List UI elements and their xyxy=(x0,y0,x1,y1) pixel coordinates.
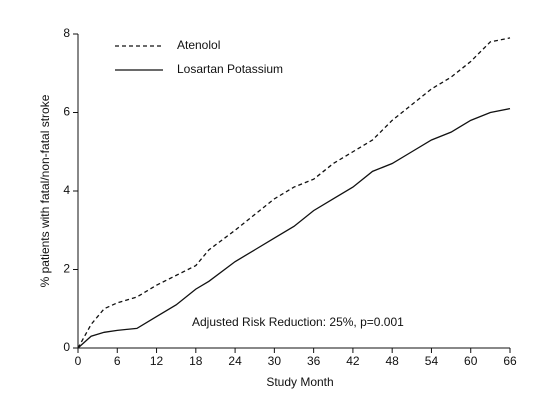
x-tick-label: 18 xyxy=(189,354,203,368)
legend-label: Losartan Potassium xyxy=(177,62,283,76)
y-tick-label: 0 xyxy=(63,340,70,354)
x-tick-label: 54 xyxy=(425,354,439,368)
y-tick-label: 4 xyxy=(63,183,70,197)
x-axis-label: Study Month xyxy=(266,375,333,389)
x-tick-label: 30 xyxy=(268,354,282,368)
y-tick-label: 6 xyxy=(63,105,70,119)
x-tick-label: 6 xyxy=(114,354,121,368)
x-tick-label: 66 xyxy=(503,354,517,368)
legend-label: Atenolol xyxy=(177,38,220,52)
y-tick-label: 2 xyxy=(63,262,70,276)
y-axis-label: % patients with fatal/non-fatal stroke xyxy=(38,94,52,287)
y-tick-label: 8 xyxy=(63,26,70,40)
x-tick-label: 0 xyxy=(75,354,82,368)
x-tick-label: 24 xyxy=(228,354,242,368)
x-tick-label: 36 xyxy=(307,354,321,368)
annotation: Adjusted Risk Reduction: 25%, p=0.001 xyxy=(192,315,404,329)
x-tick-label: 42 xyxy=(346,354,360,368)
x-tick-label: 48 xyxy=(386,354,400,368)
x-tick-label: 60 xyxy=(464,354,478,368)
x-tick-label: 12 xyxy=(150,354,164,368)
series-line xyxy=(77,107,511,349)
series-line xyxy=(77,37,511,349)
